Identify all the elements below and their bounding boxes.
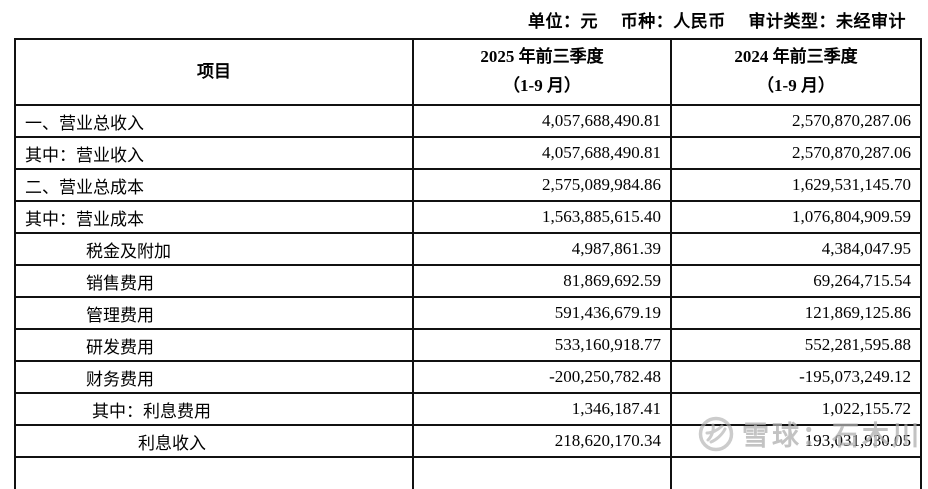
header-item: 项目 bbox=[14, 38, 414, 106]
row-value-2024: 2,570,870,287.06 bbox=[670, 104, 922, 138]
table-row: 财务费用 -200,250,782.48 -195,073,249.12 bbox=[14, 360, 922, 394]
row-value-2025: 1,563,885,615.40 bbox=[412, 200, 672, 234]
row-item-label: 管理费用 bbox=[14, 296, 414, 330]
currency-label: 币种：人民币 bbox=[620, 12, 726, 31]
row-value-2024: 2,570,870,287.06 bbox=[670, 136, 922, 170]
row-item-label: 其中：利息费用 bbox=[14, 392, 414, 426]
table-row: 研发费用 533,160,918.77 552,281,595.88 bbox=[14, 328, 922, 362]
row-value-2025: 2,575,089,984.86 bbox=[412, 168, 672, 202]
table-row: 其中：营业收入 4,057,688,490.81 2,570,870,287.06 bbox=[14, 136, 922, 170]
row-item-label: 其中：营业收入 bbox=[14, 136, 414, 170]
row-value-2024: 121,869,125.86 bbox=[670, 296, 922, 330]
row-value-2025: 533,160,918.77 bbox=[412, 328, 672, 362]
row-value-2025: 81,869,692.59 bbox=[412, 264, 672, 298]
row-value-2025: 4,057,688,490.81 bbox=[412, 104, 672, 138]
table-row: 二、营业总成本 2,575,089,984.86 1,629,531,145.70 bbox=[14, 168, 922, 202]
row-value-2025: 591,436,679.19 bbox=[412, 296, 672, 330]
header-2025: 2025 年前三季度 （1-9 月） bbox=[412, 38, 672, 106]
table-row-partial bbox=[14, 456, 922, 489]
row-value-2025: -200,250,782.48 bbox=[412, 360, 672, 394]
empty-cell bbox=[670, 456, 922, 489]
row-value-2024: 1,076,804,909.59 bbox=[670, 200, 922, 234]
empty-cell bbox=[14, 456, 414, 489]
table-row: 销售费用 81,869,692.59 69,264,715.54 bbox=[14, 264, 922, 298]
row-value-2024: 552,281,595.88 bbox=[670, 328, 922, 362]
row-item-label: 利息收入 bbox=[14, 424, 414, 458]
row-value-2024: 193,031,930.05 bbox=[670, 424, 922, 458]
table-row: 其中：利息费用 1,346,187.41 1,022,155.72 bbox=[14, 392, 922, 426]
row-value-2024: 69,264,715.54 bbox=[670, 264, 922, 298]
unit-label: 单位：元 bbox=[528, 12, 598, 31]
table-row: 利息收入 218,620,170.34 193,031,930.05 bbox=[14, 424, 922, 458]
header-item-label: 项目 bbox=[197, 61, 231, 81]
income-statement-table: 项目 2025 年前三季度 （1-9 月） 2024 年前三季度 （1-9 月）… bbox=[14, 38, 922, 489]
row-item-label: 销售费用 bbox=[14, 264, 414, 298]
row-value-2025: 218,620,170.34 bbox=[412, 424, 672, 458]
header-2024-line2: （1-9 月） bbox=[757, 76, 835, 95]
row-item-label: 一、营业总收入 bbox=[14, 104, 414, 138]
row-item-label: 二、营业总成本 bbox=[14, 168, 414, 202]
row-value-2025: 1,346,187.41 bbox=[412, 392, 672, 426]
row-value-2024: 4,384,047.95 bbox=[670, 232, 922, 266]
table-row: 管理费用 591,436,679.19 121,869,125.86 bbox=[14, 296, 922, 330]
row-value-2024: 1,629,531,145.70 bbox=[670, 168, 922, 202]
header-row: 项目 2025 年前三季度 （1-9 月） 2024 年前三季度 （1-9 月） bbox=[14, 38, 922, 106]
table-row: 税金及附加 4,987,861.39 4,384,047.95 bbox=[14, 232, 922, 266]
row-value-2024: -195,073,249.12 bbox=[670, 360, 922, 394]
row-item-label: 其中：营业成本 bbox=[14, 200, 414, 234]
row-item-label: 税金及附加 bbox=[14, 232, 414, 266]
header-2024-line1: 2024 年前三季度 bbox=[734, 47, 858, 67]
header-2025-line1: 2025 年前三季度 bbox=[480, 47, 604, 67]
row-item-label: 财务费用 bbox=[14, 360, 414, 394]
table-header: 项目 2025 年前三季度 （1-9 月） 2024 年前三季度 （1-9 月） bbox=[14, 38, 922, 106]
unit-currency-audit-line: 单位：元 币种：人民币 审计类型：未经审计 bbox=[528, 7, 906, 32]
audit-type-label: 审计类型：未经审计 bbox=[748, 12, 906, 31]
empty-cell bbox=[412, 456, 672, 489]
header-2025-line2: （1-9 月） bbox=[503, 76, 581, 95]
row-value-2025: 4,987,861.39 bbox=[412, 232, 672, 266]
table-row: 其中：营业成本 1,563,885,615.40 1,076,804,909.59 bbox=[14, 200, 922, 234]
table-body: 一、营业总收入 4,057,688,490.81 2,570,870,287.06 其… bbox=[14, 104, 922, 489]
header-2024: 2024 年前三季度 （1-9 月） bbox=[670, 38, 922, 106]
table-row: 一、营业总收入 4,057,688,490.81 2,570,870,287.06 bbox=[14, 104, 922, 138]
row-value-2025: 4,057,688,490.81 bbox=[412, 136, 672, 170]
row-item-label: 研发费用 bbox=[14, 328, 414, 362]
report-page: 单位：元 币种：人民币 审计类型：未经审计 项目 2025 年前三季度 （1-9… bbox=[14, 7, 922, 489]
row-value-2024: 1,022,155.72 bbox=[670, 392, 922, 426]
